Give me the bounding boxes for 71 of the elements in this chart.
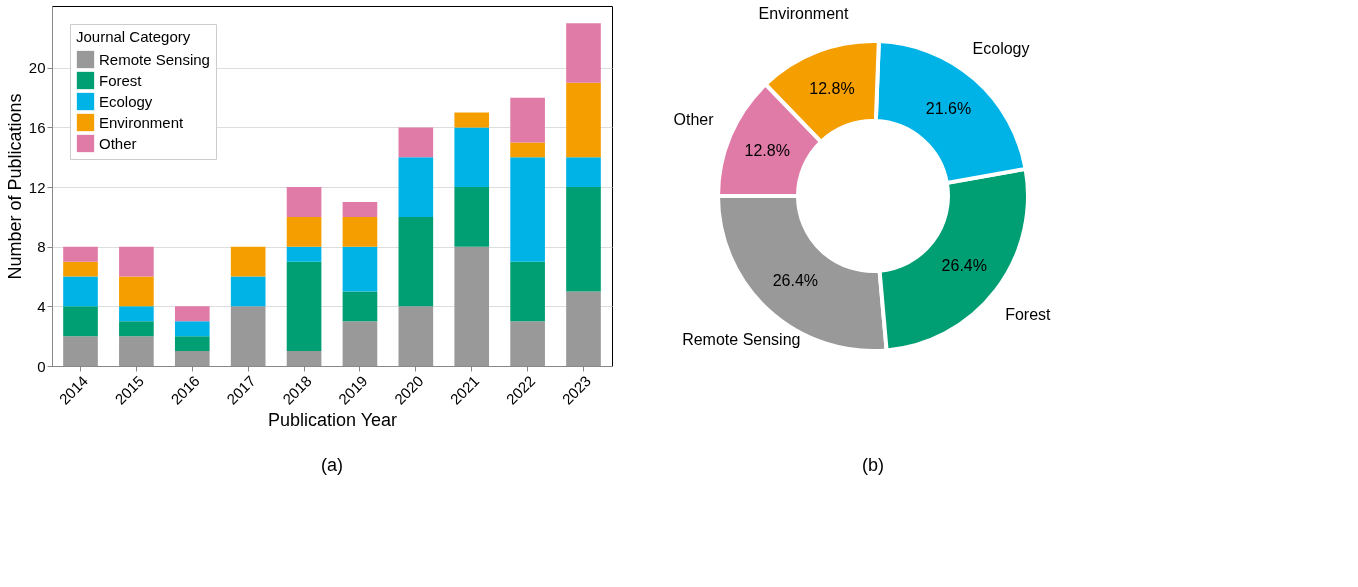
slice-label: Forest [1005, 305, 1052, 323]
bar [510, 97, 545, 143]
slice-label: Other [673, 110, 715, 128]
bar [174, 306, 210, 322]
bar [63, 246, 98, 262]
bar [63, 336, 98, 366]
bar [566, 82, 601, 158]
legend-title: Journal Category [76, 28, 191, 45]
bar [398, 157, 434, 217]
bar [286, 216, 322, 247]
bar [510, 321, 545, 366]
bar [510, 142, 545, 158]
bar [454, 187, 490, 247]
bar [566, 291, 601, 366]
text: (b) [862, 455, 884, 475]
bar [342, 291, 378, 322]
bar [119, 246, 154, 277]
bar [63, 261, 98, 277]
bar [566, 23, 601, 83]
bar [454, 127, 490, 188]
y-tick-label: 12 [28, 178, 46, 196]
bar [63, 276, 98, 307]
y-axis-title: Number of Publications [4, 93, 25, 280]
data-label: 12.8% [809, 79, 855, 97]
bar [230, 246, 266, 277]
bar [510, 261, 545, 322]
bar [454, 246, 490, 366]
bar [510, 157, 545, 262]
bar [119, 336, 154, 366]
bar [286, 187, 322, 217]
bar [286, 246, 322, 262]
data-label: 12.8% [744, 141, 790, 159]
data-label: 26.4% [941, 256, 987, 274]
y-tick-label: 4 [37, 297, 46, 315]
bar [398, 216, 434, 307]
text: (a) [321, 455, 343, 475]
bar [398, 127, 434, 158]
bar [342, 202, 378, 217]
legend-label: Environment [99, 113, 185, 131]
bar [230, 306, 266, 366]
bar [119, 276, 154, 307]
legend-label: Ecology [99, 92, 153, 110]
data-label: 26.4% [772, 271, 819, 289]
y-tick-label: 16 [28, 118, 46, 136]
bar [174, 351, 210, 366]
y-tick-label: 8 [37, 238, 46, 256]
bar [566, 157, 601, 188]
x-axis-title: Publication Year [267, 409, 398, 430]
bar [286, 351, 322, 366]
legend-label: Other [99, 134, 137, 152]
bar [342, 321, 378, 366]
bar [398, 306, 434, 366]
y-tick-label: 20 [28, 59, 46, 77]
slice-label: Ecology [972, 39, 1030, 57]
bar [174, 321, 210, 337]
bar [119, 321, 154, 337]
y-tick-label: 0 [37, 357, 46, 375]
slice-label: Environment [758, 4, 849, 22]
bar [63, 306, 98, 337]
data-label: 21.6% [925, 100, 972, 118]
bar [286, 261, 322, 352]
bar [342, 216, 378, 247]
slice-label: Remote Sensing [682, 330, 801, 348]
bar [566, 187, 601, 292]
bar [119, 306, 154, 322]
legend-label: Remote Sensing [99, 50, 210, 68]
bar [230, 276, 266, 307]
bar [174, 336, 210, 352]
bar [454, 112, 490, 128]
bar [342, 246, 378, 292]
legend-label: Forest [99, 71, 143, 89]
